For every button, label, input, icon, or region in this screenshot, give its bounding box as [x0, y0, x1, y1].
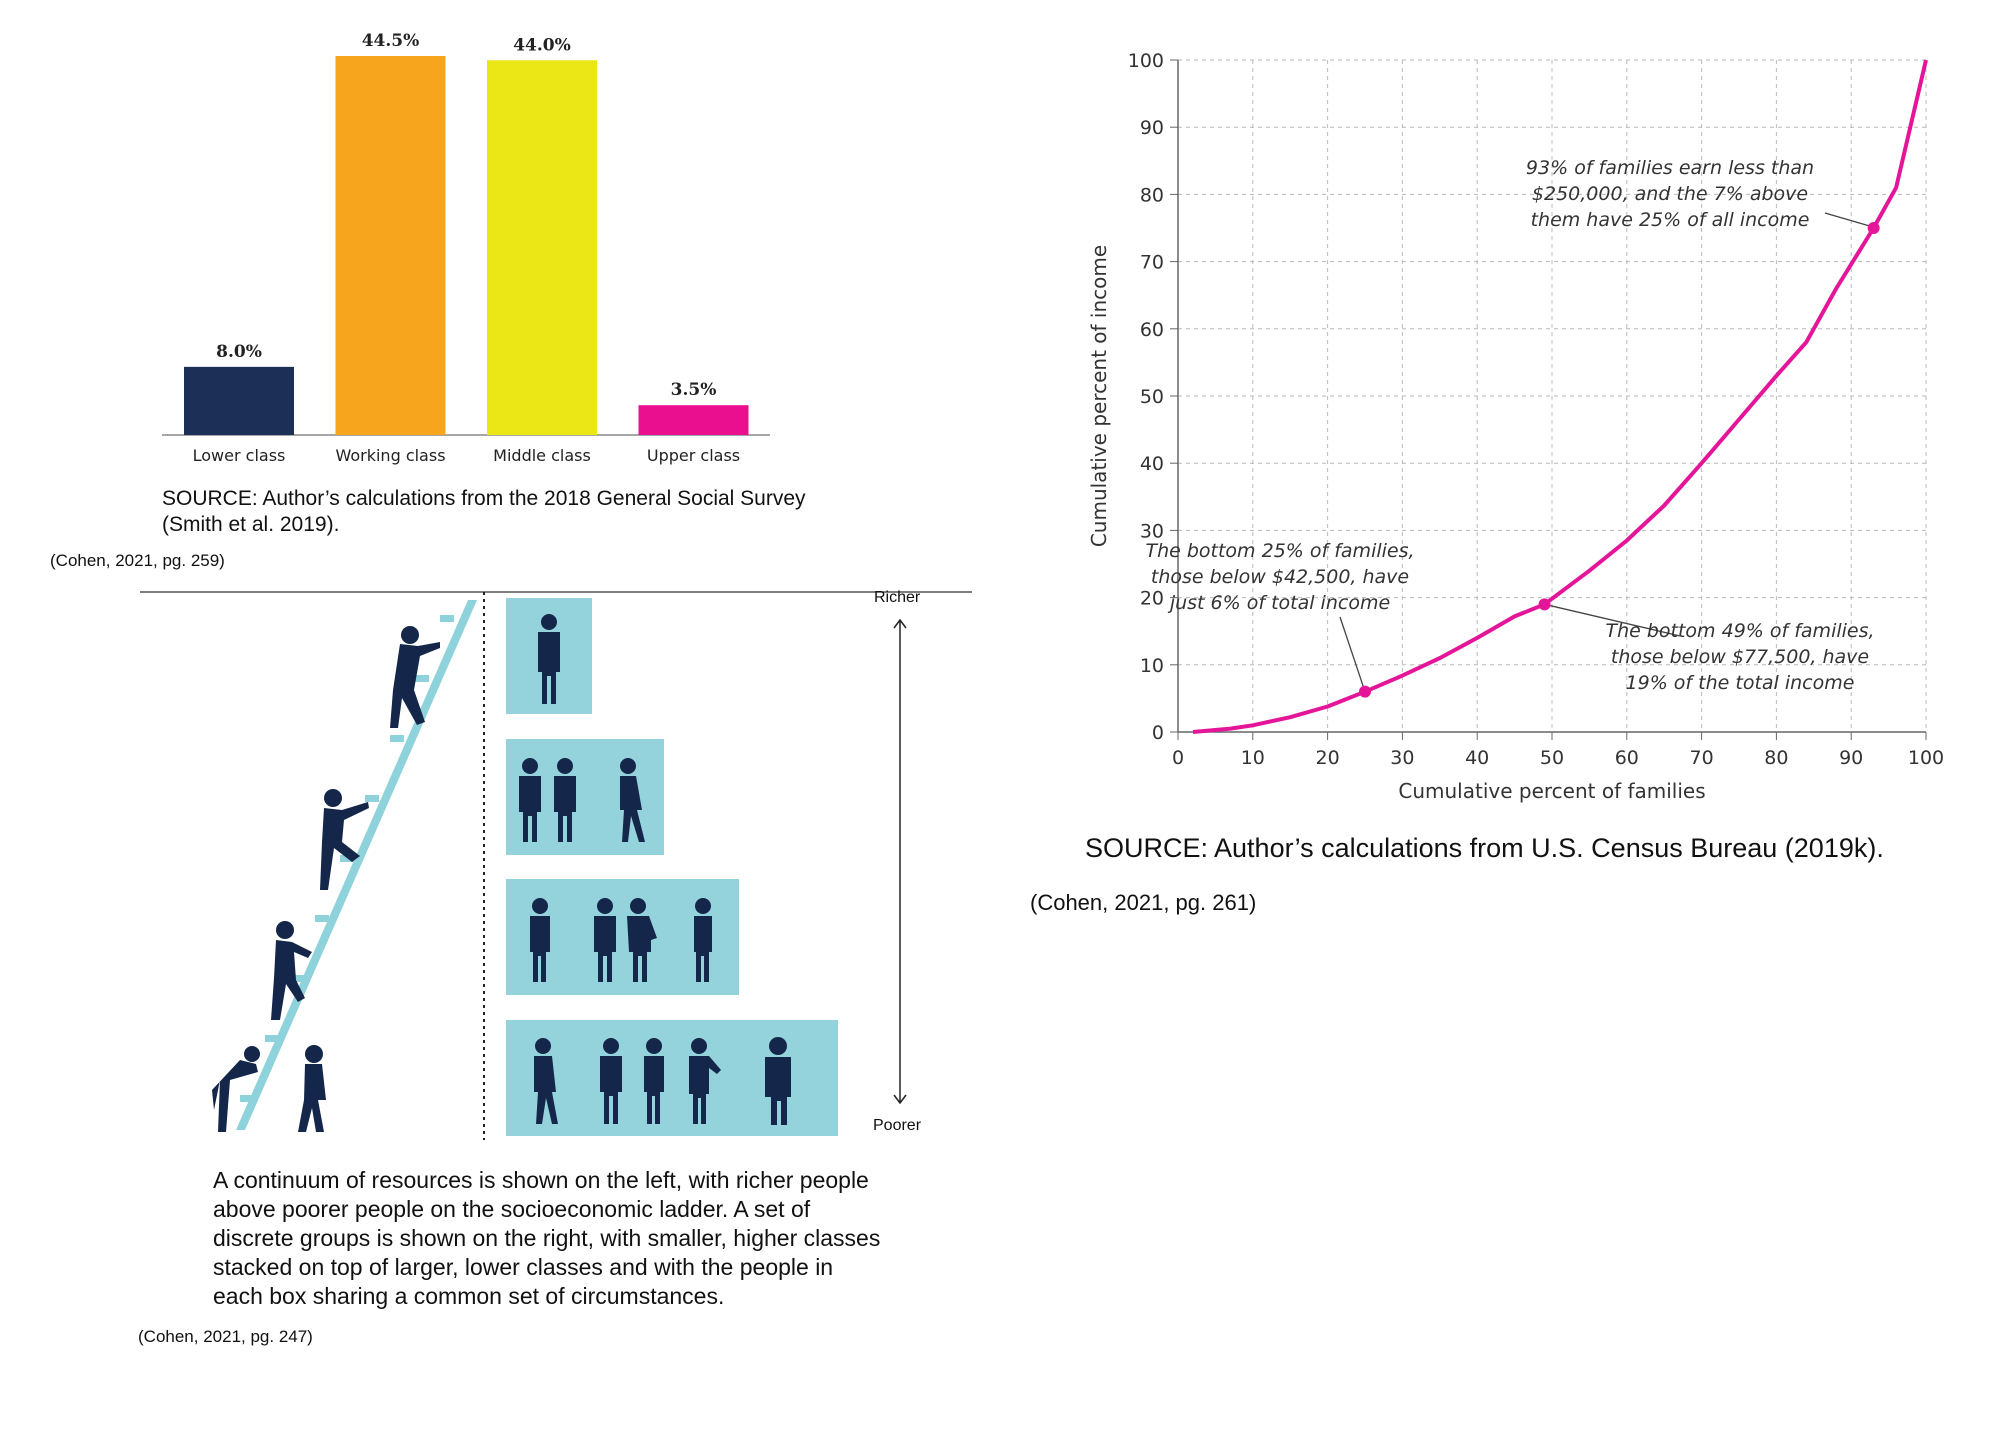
x-tick-label: 80: [1764, 747, 1788, 769]
bar-category-label: Lower class: [193, 446, 286, 465]
ladder-illustration: [140, 591, 972, 1140]
climber-top-icon: [390, 626, 440, 728]
y-tick-label: 0: [1152, 722, 1164, 744]
y-axis-label: Cumulative percent of income: [1087, 245, 1111, 547]
highlight-point: [1359, 685, 1371, 698]
y-tick-label: 50: [1140, 386, 1164, 408]
caption-line: each box sharing a common set of circums…: [213, 1283, 725, 1309]
person-icon: [694, 898, 712, 982]
arrow-up-icon: [893, 618, 907, 629]
bar-chart-source-line2: (Smith et al. 2019).: [162, 513, 340, 536]
ladder-citation: (Cohen, 2021, pg. 247): [138, 1327, 313, 1346]
annotation-text: just 6% of total income: [1167, 592, 1390, 614]
bar-value-label: 8.0%: [216, 342, 262, 362]
annotation-leader-line: [1339, 616, 1366, 692]
x-tick-label: 70: [1690, 747, 1714, 769]
y-tick-label: 10: [1140, 655, 1164, 677]
annotation-text: them have 25% of all income: [1531, 209, 1810, 231]
climber-second-icon: [320, 789, 369, 890]
lorenz-curve-line: [1192, 59, 1928, 734]
richer-label: Richer: [874, 589, 921, 606]
person-icon: [689, 1038, 721, 1124]
person-standing-icon: [298, 1045, 326, 1132]
bar-upper-class: [638, 405, 749, 435]
y-tick-label: 100: [1128, 50, 1164, 72]
person-icon: [600, 1038, 622, 1124]
person-icon: [765, 1037, 791, 1125]
person-icon: [594, 898, 616, 982]
bar-chart-source: SOURCE: Author’s calculations from the 2…: [162, 486, 806, 538]
bar-chart-citation: (Cohen, 2021, pg. 259): [50, 551, 225, 570]
climber-bottom-bent-icon: [212, 1046, 260, 1132]
y-tick-label: 80: [1140, 184, 1164, 206]
annotation-text: 19% of the total income: [1626, 672, 1855, 694]
bar-working-class: [335, 56, 446, 435]
climber-third-icon: [271, 921, 312, 1020]
y-tick-label: 60: [1140, 319, 1164, 341]
x-tick-label: 20: [1316, 747, 1340, 769]
person-icon: [644, 1038, 664, 1124]
poorer-label: Poorer: [873, 1117, 922, 1134]
caption-line: A continuum of resources is shown on the…: [213, 1167, 869, 1193]
x-tick-label: 0: [1172, 747, 1184, 769]
class-bar-chart: 8.0% Lower class 44.5% Working class 44.0% Mi…: [162, 31, 770, 465]
person-icon: [538, 614, 560, 704]
bar-value-label: 44.5%: [362, 31, 420, 51]
x-tick-label: 90: [1839, 747, 1863, 769]
bar-value-label: 3.5%: [671, 380, 717, 400]
person-icon: [530, 898, 550, 982]
bar-category-label: Middle class: [493, 446, 591, 465]
person-icon: [620, 758, 645, 842]
y-tick-label: 70: [1140, 252, 1164, 274]
annotation-text: The bottom 25% of families,: [1145, 540, 1414, 562]
highlight-point: [1867, 222, 1880, 234]
x-tick-label: 30: [1390, 747, 1414, 769]
lorenz-source: SOURCE: Author’s calculations from U.S. …: [1085, 833, 1884, 863]
y-tick-label: 90: [1140, 117, 1164, 139]
annotation-text: those below $42,500, have: [1151, 566, 1409, 588]
ladder-caption: A continuum of resources is shown on the…: [213, 1166, 880, 1311]
person-icon: [519, 758, 541, 842]
caption-line: stacked on top of larger, lower classes …: [213, 1254, 834, 1280]
income-distribution-chart: 0 10 20 30 40 50 60 70 80 90 100 0 10 20 30 40 50 60 70 80 9…: [1087, 50, 1944, 803]
class-people: [519, 614, 791, 1125]
bar-chart-source-line1: SOURCE: Author’s calculations from the 2…: [162, 487, 806, 510]
caption-line: above poorer people on the socioeconomic…: [213, 1196, 811, 1222]
annotation-leader-line: [1544, 603, 1681, 637]
x-axis-label: Cumulative percent of families: [1398, 779, 1705, 803]
lorenz-citation: (Cohen, 2021, pg. 261): [1030, 890, 1257, 915]
climber-figures: [212, 626, 440, 1132]
annotation-text: The bottom 49% of families,: [1605, 620, 1874, 642]
x-tick-label: 50: [1540, 747, 1564, 769]
annotation-leader-line: [1824, 212, 1870, 227]
highlight-point: [1538, 598, 1551, 611]
annotation-text: $250,000, and the 7% above: [1532, 183, 1808, 205]
y-tick-label: 40: [1140, 453, 1164, 475]
arrow-down-icon: [893, 1094, 907, 1105]
person-icon: [534, 1038, 558, 1124]
x-tick-label: 60: [1615, 747, 1639, 769]
bar-category-label: Working class: [335, 446, 445, 465]
annotation-text: 93% of families earn less than: [1526, 157, 1814, 179]
caption-line: discrete groups is shown on the right, w…: [213, 1225, 881, 1251]
bar-lower-class: [184, 366, 294, 435]
y-tick-label: 30: [1140, 520, 1164, 542]
annotation-text: those below $77,500, have: [1611, 646, 1869, 668]
bar-category-label: Upper class: [647, 446, 740, 465]
y-tick-label: 20: [1140, 588, 1164, 610]
bar-value-label: 44.0%: [513, 35, 571, 55]
x-tick-label: 10: [1241, 747, 1265, 769]
bar-middle-class: [487, 60, 597, 436]
ladder: [236, 600, 477, 1130]
x-tick-label: 40: [1465, 747, 1489, 769]
person-icon: [554, 758, 576, 842]
person-icon: [627, 898, 657, 982]
x-tick-label: 100: [1908, 747, 1944, 769]
